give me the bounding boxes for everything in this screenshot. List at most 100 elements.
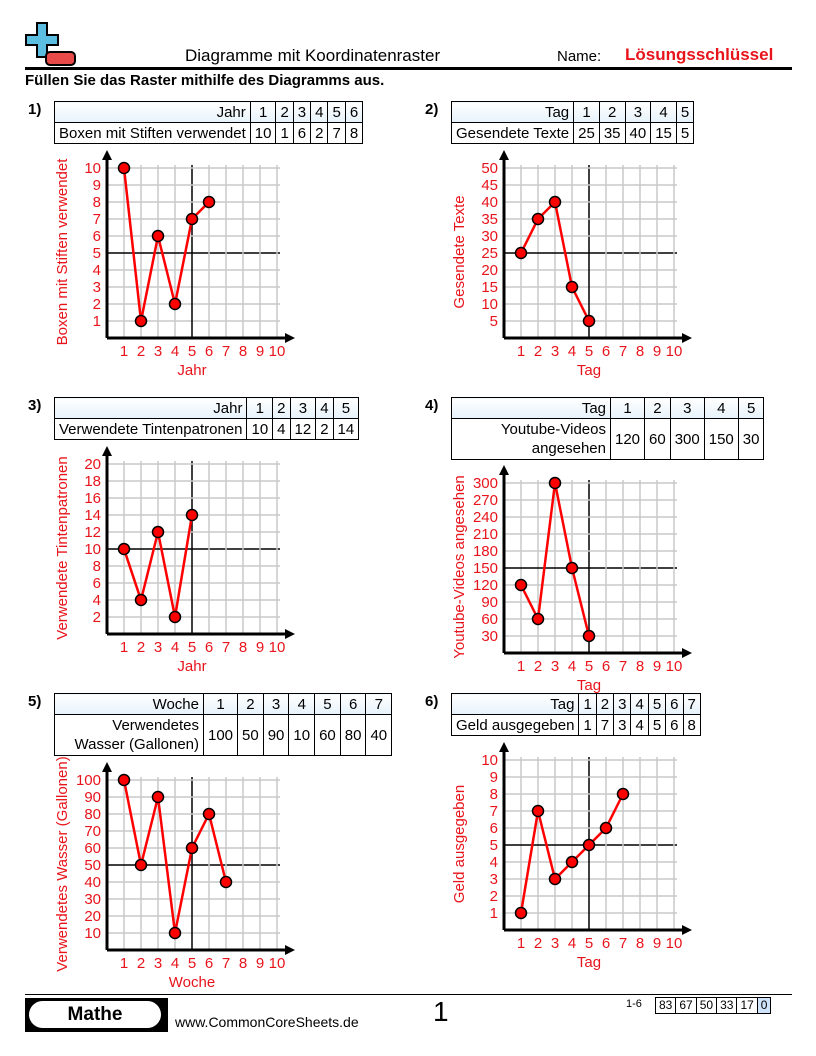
y-axis-label: Boxen mit Stiften verwendet (54, 158, 71, 346)
problem-number: 4) (425, 397, 439, 414)
y-tick-label: 10 (481, 296, 498, 313)
data-table: Jahr 1 2 3 4 5 6 Boxen mit Stiften verwendet 10 1… (54, 101, 364, 144)
x-tick-label: 2 (534, 935, 542, 952)
table-cell: 1 (249, 101, 277, 123)
score-table: 83 67 50 33 17 0 (655, 997, 772, 1014)
table-cell: 6 (339, 693, 367, 715)
x-tick-label: 3 (551, 343, 559, 360)
x-tick-label: 5 (188, 955, 196, 972)
table-cell: 2 (644, 397, 671, 419)
data-point (514, 906, 528, 920)
table-row: Verwendete Tintenpatronen 10 4 12 2 14 (53, 418, 360, 440)
data-point (168, 610, 182, 624)
x-tick-label: 2 (534, 343, 542, 360)
table-cell: 1 (202, 693, 239, 715)
table-row: Boxen mit Stiften verwendet 10 1 6 2 7 8 (54, 122, 364, 144)
table-row: Tag 1 2 3 4 5 (451, 397, 765, 419)
x-tick-label: 5 (585, 935, 593, 952)
table-cell: 5 (314, 693, 341, 715)
data-point (134, 593, 148, 607)
name-label: Name: (557, 48, 602, 65)
table-row: Jahr 1 2 3 4 5 6 (54, 101, 364, 123)
table-cell: 3 (613, 714, 632, 736)
y-tick-label: 12 (84, 524, 101, 541)
y-tick-label: 6 (490, 820, 498, 837)
table-cell: 10 (288, 714, 316, 756)
y-tick-label: 20 (84, 908, 101, 925)
table-row: Jahr 1 2 3 4 5 (53, 397, 360, 419)
y-tick-label: 10 (84, 541, 101, 558)
table-row: Verwendetes Wasser (Gallonen) 100 50 90 10 60… (54, 714, 393, 756)
y-tick-label: 210 (473, 526, 498, 543)
x-tick-label: 8 (636, 343, 644, 360)
table-cell: 5 (675, 122, 695, 144)
y-tick-label: 6 (93, 575, 101, 592)
y-tick-label: 90 (481, 594, 498, 611)
y-tick-label: 35 (481, 211, 498, 228)
line-chart: 1 2 3 4 5 6 7 8 9 105101520253035404550TagGesende… (451, 150, 692, 379)
table-row: Woche 1 2 3 4 5 6 7 (54, 693, 393, 715)
y-tick-label: 180 (473, 543, 498, 560)
data-point (134, 314, 148, 328)
table-cell: 120 (609, 418, 646, 460)
x-tick-label: 1 (120, 955, 128, 972)
x-tick-label: 2 (137, 955, 145, 972)
y-tick-label: 25 (481, 245, 498, 262)
row-header: Boxen mit Stiften verwendet (54, 122, 251, 144)
table-cell: 10 (246, 418, 274, 440)
x-tick-label: 1 (120, 343, 128, 360)
x-tick-label: 6 (602, 935, 610, 952)
x-tick-label: 9 (256, 343, 264, 360)
table-cell: 5 (332, 397, 360, 419)
table-row: Geld ausgegeben 1 7 3 4 5 6 8 (450, 714, 701, 736)
x-tick-label: 9 (256, 639, 264, 656)
y-tick-label: 3 (93, 279, 101, 296)
table-cell: 3 (624, 101, 652, 123)
table-row: Youtube-Videos angesehen 120 60 300 150 30 (451, 418, 765, 460)
x-tick-label: 9 (653, 343, 661, 360)
y-tick-label: 70 (84, 823, 101, 840)
y-tick-label: 4 (93, 262, 101, 279)
x-axis-arrow-icon (285, 629, 295, 639)
y-tick-label: 1 (490, 905, 498, 922)
y-tick-label: 1 (93, 313, 101, 330)
table-cell: 3 (289, 397, 317, 419)
row-header: Tag (451, 397, 611, 419)
y-tick-label: 50 (481, 160, 498, 177)
table-row: Gesendete Texte 25 35 40 15 5 (450, 122, 695, 144)
score: 67 (676, 997, 697, 1014)
table-cell: 1 (573, 101, 600, 123)
y-axis-arrow-icon (102, 762, 112, 772)
y-tick-label: 8 (490, 786, 498, 803)
x-tick-label: 2 (137, 343, 145, 360)
x-tick-label: 3 (154, 343, 162, 360)
data-point (548, 476, 562, 490)
table-cell: 30 (737, 418, 765, 460)
table-cell: 40 (624, 122, 652, 144)
x-axis-label: Tag (577, 954, 601, 971)
x-tick-label: 10 (666, 658, 683, 675)
table-cell: 2 (275, 101, 294, 123)
y-tick-label: 30 (84, 891, 101, 908)
table-cell: 5 (737, 397, 765, 419)
y-tick-label: 20 (481, 262, 498, 279)
table-cell: 5 (675, 101, 695, 123)
x-tick-label: 3 (551, 935, 559, 952)
table-cell: 8 (344, 122, 364, 144)
x-tick-label: 8 (239, 343, 247, 360)
data-point (582, 314, 596, 328)
table-cell: 3 (262, 693, 290, 715)
data-point (514, 578, 528, 592)
problem-number: 5) (28, 693, 42, 710)
table-cell: 1 (246, 397, 274, 419)
table-cell: 4 (630, 714, 649, 736)
row-header: Verwendete Tintenpatronen (53, 418, 248, 440)
line-chart: 1 2 3 4 5 6 7 8 9 102468101214161820JahrVerwendet… (54, 446, 295, 675)
series-line (122, 167, 210, 322)
x-tick-label: 5 (188, 639, 196, 656)
y-tick-label: 2 (93, 609, 101, 626)
table-cell: 1 (578, 714, 597, 736)
x-tick-label: 3 (551, 658, 559, 675)
